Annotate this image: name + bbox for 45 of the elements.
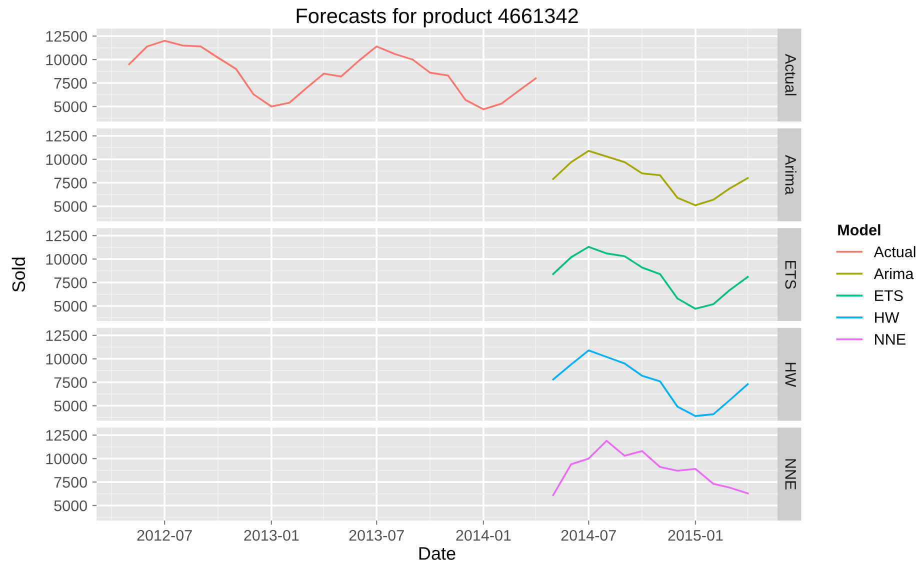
- y-tick-label: 10000: [46, 453, 87, 464]
- y-tick-label: 5000: [54, 101, 87, 112]
- legend-label: ETS: [875, 290, 903, 302]
- y-tick-label: 10000: [46, 54, 87, 66]
- text: Arima: [785, 154, 796, 195]
- y-tick-label: 5000: [54, 400, 87, 412]
- line-series: [552, 150, 749, 206]
- y-axis-title: Sold: [12, 258, 26, 292]
- text: NNE: [785, 459, 796, 490]
- y-tick-label: 5000: [54, 500, 87, 512]
- y-tick-label: 12500: [46, 430, 87, 441]
- x-tick-label: 2013-01: [244, 530, 299, 541]
- y-tick-label: 10000: [46, 254, 87, 265]
- y-tick-label: 7500: [54, 178, 87, 188]
- y-tick-label: 12500: [46, 330, 87, 342]
- y-tick-label: 12500: [46, 230, 87, 242]
- legend-label: Arima: [874, 268, 914, 280]
- legend-label: HW: [875, 312, 900, 323]
- x-tick-label: 2013-07: [349, 530, 404, 541]
- y-tick-label: 5000: [54, 300, 87, 312]
- text: ETS: [785, 260, 796, 289]
- legend-label: Actual: [874, 246, 916, 258]
- y-tick-label: 7500: [54, 476, 87, 488]
- line-series: [552, 440, 749, 496]
- x-axis-title: Date: [419, 547, 456, 560]
- x-tick-label: 2014-01: [456, 530, 511, 541]
- x-tick-label: 2015-01: [668, 530, 723, 541]
- line-series: [552, 349, 749, 417]
- line-series: [128, 40, 537, 110]
- legend-title: Model: [838, 224, 880, 236]
- y-tick-label: 7500: [54, 277, 87, 288]
- y-tick-label: 5000: [54, 201, 87, 212]
- x-tick-label: 2012-07: [137, 530, 192, 541]
- x-tick-label: 2014-07: [561, 530, 616, 541]
- chart-title: Forecasts for product 4661342: [296, 8, 578, 28]
- legend-label: NNE: [875, 334, 906, 345]
- y-tick-label: 12500: [46, 30, 87, 42]
- line-series: [552, 246, 749, 310]
- y-tick-label: 12500: [46, 130, 87, 142]
- y-tick-label: 10000: [46, 154, 87, 166]
- text: Actual: [785, 54, 796, 96]
- y-tick-label: 10000: [46, 354, 87, 365]
- text: HW: [785, 362, 796, 387]
- y-tick-label: 7500: [54, 377, 87, 388]
- y-tick-label: 7500: [54, 78, 87, 89]
